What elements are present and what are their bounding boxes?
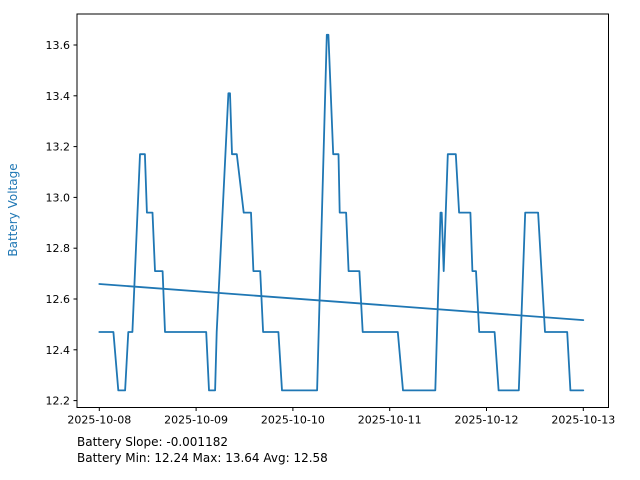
y-axis-label: Battery Voltage [6, 163, 20, 256]
x-tick-label: 2025-10-12 [455, 414, 519, 427]
x-tick-label: 2025-10-11 [358, 414, 422, 427]
annotation-min-max-avg: Battery Min: 12.24 Max: 13.64 Avg: 12.58 [77, 451, 328, 465]
data-series [98, 33, 585, 392]
x-tick-label: 2025-10-08 [67, 414, 131, 427]
y-tick-label: 13.6 [46, 39, 71, 52]
battery-voltage-line [98, 33, 585, 392]
x-tick-label: 2025-10-10 [261, 414, 325, 427]
y-tick-label: 13.2 [46, 141, 71, 154]
y-tick-label: 12.2 [46, 395, 71, 408]
axis-ticks: 2025-10-08 2025-10-09 2025-10-10 2025-10-11… [46, 39, 616, 427]
annotation-slope: Battery Slope: -0.001182 [77, 435, 228, 449]
axes-frame [76, 13, 609, 408]
y-tick-label: 13.0 [46, 191, 71, 204]
x-tick-label: 2025-10-09 [164, 414, 228, 427]
y-tick-label: 13.4 [46, 90, 71, 103]
y-tick-label: 12.6 [46, 293, 71, 306]
y-tick-label: 12.8 [46, 242, 71, 255]
y-tick-label: 12.4 [46, 344, 71, 357]
x-tick-label: 2025-10-13 [551, 414, 615, 427]
trend-line [98, 283, 585, 322]
